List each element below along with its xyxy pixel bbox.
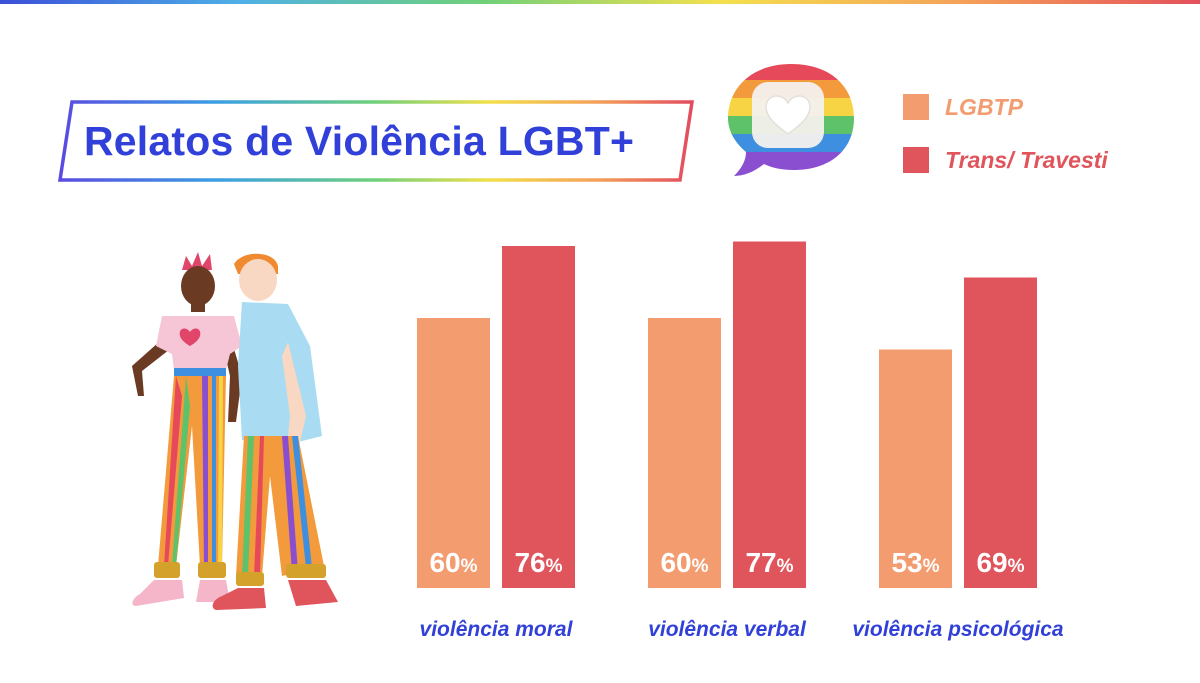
chart-legend: LGBTP Trans/ Travesti [903, 92, 1183, 182]
value-label-trans-travesti-0: 76% [514, 547, 562, 578]
value-label-lgbtp-1: 60% [660, 547, 708, 578]
bar-trans-travesti-1 [733, 241, 806, 588]
value-label-trans-travesti-2: 69% [976, 547, 1024, 578]
category-label-0: violência moral [420, 618, 574, 641]
legend-label-lgbtp: LGBTP [945, 94, 1023, 120]
title-frame-border [58, 100, 694, 182]
page-title: Relatos de Violência LGBT+ [84, 118, 635, 164]
legend-label-trans-travesti: Trans/ Travesti [945, 147, 1108, 173]
bar-lgbtp-1 [648, 318, 721, 588]
legend-item-lgbtp: LGBTP [903, 92, 1183, 122]
person-left [132, 252, 242, 606]
legend-swatch-trans-travesti [903, 147, 929, 173]
legend-item-trans-travesti: Trans/ Travesti [903, 145, 1183, 175]
value-label-lgbtp-2: 53% [891, 547, 939, 578]
rainbow-heart-chat-bubble-icon [728, 64, 854, 176]
couple-illustration [132, 252, 338, 610]
person-right [212, 253, 338, 610]
bar-trans-travesti-2 [964, 277, 1037, 588]
legend-swatch-lgbtp [903, 94, 929, 120]
title-frame: Relatos de Violência LGBT+ [58, 100, 694, 182]
category-label-2: violência psicológica [852, 618, 1064, 641]
bar-trans-travesti-0 [502, 246, 575, 588]
bar-lgbtp-2 [879, 349, 952, 588]
top-rainbow-stripe [0, 0, 1200, 4]
bar-lgbtp-0 [417, 318, 490, 588]
category-label-1: violência verbal [648, 618, 807, 641]
value-label-lgbtp-0: 60% [429, 547, 477, 578]
value-label-trans-travesti-1: 77% [745, 547, 793, 578]
